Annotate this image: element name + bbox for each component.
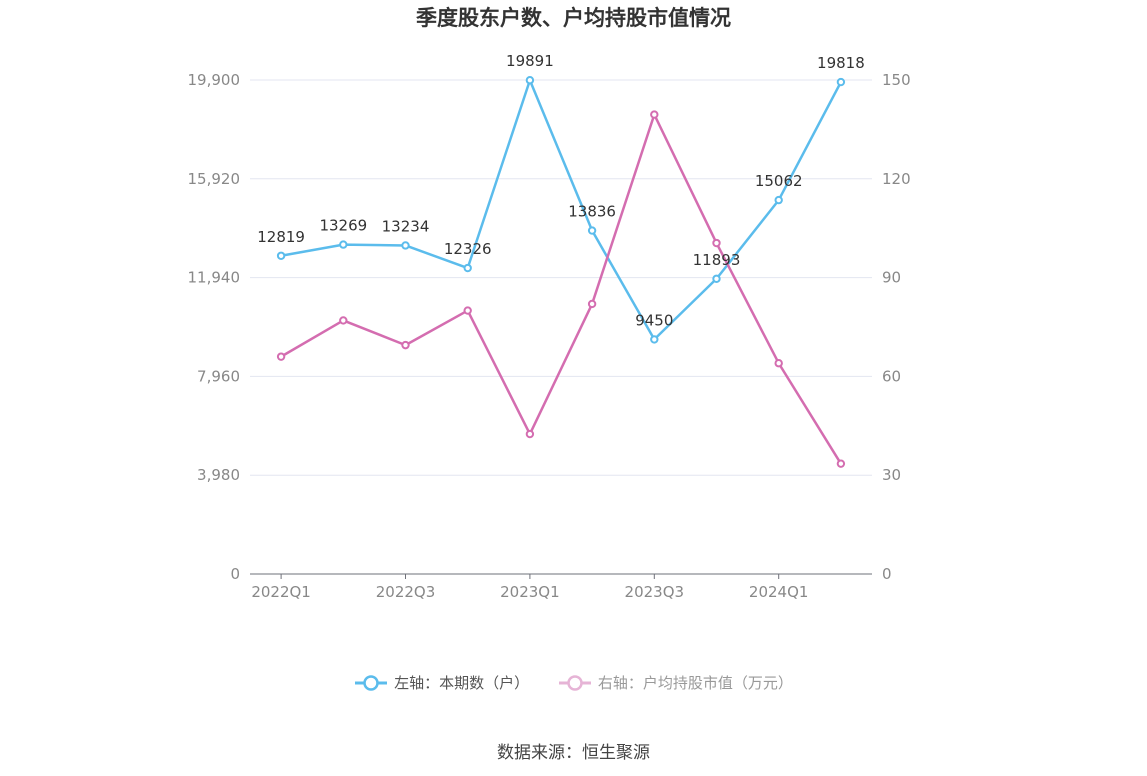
- left-series-data-label: 9450: [635, 311, 673, 329]
- legend-left-series-label: 左轴：本期数（户）: [394, 674, 530, 692]
- right-series-point[interactable]: [712, 238, 721, 248]
- right-axis-tick-label: 60: [882, 367, 901, 385]
- right-axis-tick-label: 0: [882, 565, 892, 583]
- left-axis-tick-label: 0: [230, 565, 240, 583]
- left-series-point[interactable]: [276, 251, 286, 260]
- legend-item-left-series[interactable]: 左轴：本期数（户）: [354, 672, 529, 693]
- left-series-data-label: 12326: [444, 240, 492, 258]
- left-series-point[interactable]: [401, 241, 410, 250]
- left-axis-tick-label: 19,900: [188, 71, 241, 89]
- data-source-note: 数据来源：恒生聚源: [497, 743, 650, 763]
- left-series-point[interactable]: [836, 77, 846, 87]
- right-axis-tick-label: 120: [882, 170, 911, 188]
- left-series-line: [280, 78, 843, 341]
- left-series-data-label: 11893: [693, 251, 741, 269]
- legend-right-series-icon: [558, 674, 591, 691]
- left-series-data-label: 19818: [817, 54, 865, 72]
- left-series-data-label: 19891: [506, 52, 554, 70]
- legend-item-right-series[interactable]: 右轴：户均持股市值（万元）: [558, 672, 793, 693]
- left-series-point[interactable]: [525, 76, 535, 85]
- left-series-data-label: 13234: [382, 217, 430, 235]
- left-axis-tick-label: 11,940: [188, 269, 241, 287]
- x-axis-tick-label: 2022Q1: [251, 583, 311, 601]
- right-series-point[interactable]: [401, 340, 410, 350]
- x-axis-tick-label: 2022Q3: [376, 583, 436, 601]
- right-series-point[interactable]: [525, 429, 535, 439]
- right-series-point[interactable]: [339, 316, 348, 325]
- x-axis-tick-label: 2024Q1: [749, 583, 809, 601]
- left-series-data-label: 15062: [755, 172, 803, 190]
- legend-right-series-label: 右轴：户均持股市值（万元）: [597, 674, 793, 692]
- right-series-point[interactable]: [836, 459, 846, 468]
- legend-left-series-icon: [355, 674, 388, 691]
- chart-title: 季度股东户数、户均持股市值情况: [416, 6, 731, 30]
- left-series-data-label: 13269: [319, 217, 367, 235]
- left-axis-tick-label: 3,980: [197, 466, 240, 484]
- left-series-point[interactable]: [650, 335, 659, 344]
- right-series-point[interactable]: [587, 299, 597, 309]
- left-series-data-label: 12819: [257, 228, 305, 246]
- x-axis-tick-label: 2023Q3: [625, 583, 685, 601]
- right-series-point[interactable]: [650, 110, 659, 119]
- left-axis-tick-label: 7,960: [197, 367, 240, 385]
- right-axis-tick-label: 30: [882, 466, 901, 484]
- left-series-point[interactable]: [463, 263, 472, 273]
- right-axis-tick-label: 90: [882, 269, 901, 287]
- left-series-data-label: 13836: [568, 203, 616, 221]
- right-series-line: [280, 113, 842, 465]
- left-series-point[interactable]: [712, 274, 721, 283]
- right-series-point[interactable]: [463, 306, 472, 315]
- left-series-point[interactable]: [587, 226, 597, 235]
- right-series-point[interactable]: [276, 352, 286, 361]
- right-axis-tick-label: 150: [882, 71, 911, 89]
- chart-legend: 左轴：本期数（户） 右轴：户均持股市值（万元）: [0, 672, 1147, 695]
- left-series-point[interactable]: [339, 240, 348, 249]
- x-axis-tick-label: 2023Q1: [500, 583, 560, 601]
- right-series-point[interactable]: [774, 359, 783, 368]
- left-series-point[interactable]: [774, 195, 783, 205]
- left-axis-tick-label: 15,920: [188, 170, 241, 188]
